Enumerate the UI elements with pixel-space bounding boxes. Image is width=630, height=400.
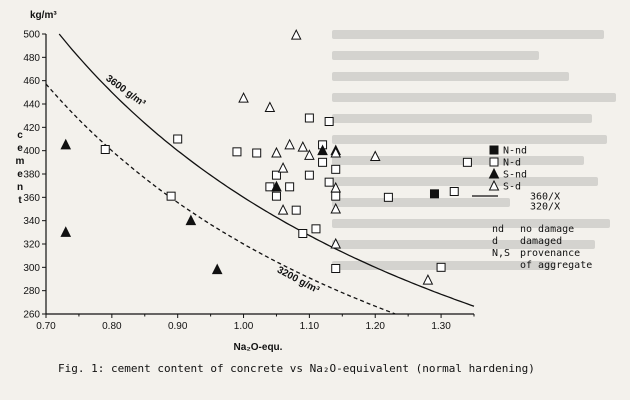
point-n-d [318,157,328,167]
legend-curve-1: 320/X [530,202,560,213]
x-tick-label: 1.00 [234,321,254,332]
point-n-d [311,224,321,234]
point-n-d [298,229,308,238]
point-s-d [238,92,249,103]
point-s-d [271,146,282,158]
point-s-d [330,146,342,158]
point-s-d [304,149,315,160]
y-tick-label: 440 [23,100,40,111]
point-s-d [330,237,342,249]
point-n-d [331,191,341,201]
legend-code: N,S [492,248,510,259]
y-tick-label: 420 [23,123,40,134]
y-tick-label: 480 [23,53,40,64]
legend-marker-s-d [488,179,500,191]
point-n-d [166,191,176,201]
point-n-d [304,170,314,180]
point-s-nd [185,214,197,226]
point-n-d [449,187,459,196]
y-tick-label: 380 [23,170,40,181]
y-unit-label: kg/m³ [30,10,57,21]
point-n-d [304,113,314,123]
curve-label: 3200 g/m³ [275,265,321,297]
point-s-d [277,162,289,173]
legend-code-desc: provenance [520,248,580,259]
point-s-d [264,101,276,112]
point-n-d [331,164,341,174]
point-n-d [285,182,295,192]
data-points [60,29,472,285]
point-n-d [462,157,472,167]
point-n-d [271,191,281,201]
point-s-d [422,274,434,285]
y-tick-label: 260 [23,310,40,321]
point-n-d [291,205,301,215]
legend-marker-n-d [489,157,499,167]
y-tick-label: 280 [23,286,40,297]
point-n-d [252,148,262,158]
legend-code: d [492,236,498,247]
point-n-d [324,117,334,126]
legend-entry-s-nd: S-nd [503,170,527,181]
point-n-d [324,177,334,187]
curve-360-over-x [58,33,475,307]
legend-curve-0: 360/X [530,192,560,203]
legend-entry-n-nd: N-nd [503,146,527,157]
x-tick-label: 0.70 [36,321,56,332]
point-s-nd [317,144,328,156]
point-s-nd [60,138,72,150]
point-s-d [330,202,342,214]
point-n-d [232,147,242,157]
point-s-nd [60,226,72,237]
point-n-nd [429,189,439,199]
point-s-d [369,150,381,161]
legend-code-desc: damaged [520,236,562,247]
point-n-d [383,192,393,202]
legend-code: nd [492,224,504,235]
curve-320-over-x [45,83,396,315]
legend-code-desc: of aggregate [520,260,592,271]
y-tick-label: 460 [23,76,40,87]
y-tick-label: 360 [23,193,40,204]
x-tick-label: 1.30 [431,321,451,332]
point-n-d [436,262,446,272]
point-s-d [284,138,295,150]
x-tick-label: 0.90 [168,321,188,332]
x-tick-label: 1.10 [300,321,320,332]
y-tick-label: 500 [23,30,40,41]
y-tick-label: 340 [23,216,40,227]
y-tick-label: 300 [23,263,40,274]
legend-marker-s-nd [488,167,500,179]
figure-caption: Fig. 1: cement content of concrete vs Na… [58,362,535,375]
point-s-d [290,29,302,40]
y-tick-label: 400 [23,146,40,157]
x-tick-label: 0.80 [102,321,122,332]
legend-marker-n-nd [489,145,499,155]
y-tick-label: 320 [23,240,40,251]
point-s-nd [211,263,223,275]
x-tick-label: 1.20 [365,321,385,332]
point-n-d [331,264,341,273]
legend-entry-n-d: N-d [503,158,521,169]
point-n-d [271,170,281,180]
legend-code-desc: no damage [520,224,574,235]
x-axis-label: Na₂O-equ. [234,342,283,353]
chart-axes: 0.70 0.80 0.90 1.00 1.10 1.20 1.30 260 280 300 320… [16,10,475,353]
point-s-d [297,141,309,152]
point-n-d [173,134,183,144]
point-s-d [277,204,289,215]
point-s-nd [271,180,282,192]
point-s-d [330,181,342,193]
legend-entry-s-d: S-d [503,182,521,193]
point-n-d [100,145,110,154]
